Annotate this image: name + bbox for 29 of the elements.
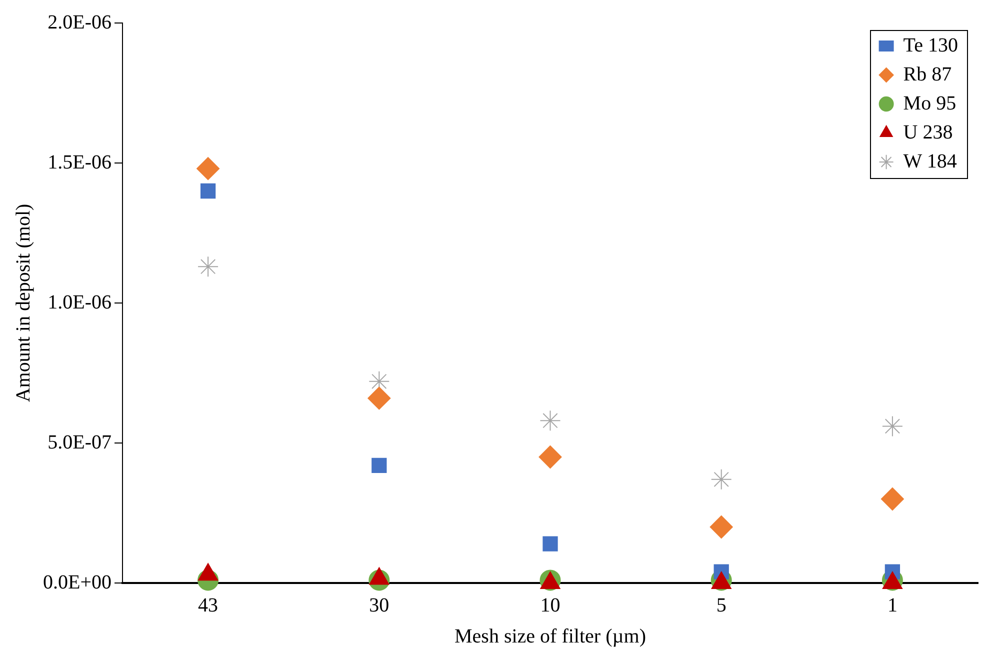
legend-label: U 238 [903,121,953,144]
legend-label: Mo 95 [903,92,956,114]
legend-label: W 184 [903,150,957,172]
point [196,157,220,180]
point [710,516,733,538]
legend-label: Rb 87 [903,63,952,86]
point [710,468,732,490]
y-axis-title: Amount in deposit (mol) [12,204,34,402]
x-tick-label: 5 [716,594,726,616]
point [200,183,216,199]
point [540,410,561,432]
legend-label: Te 130 [903,34,958,56]
y-tick-label: 0.0E+00 [42,571,112,594]
point [198,256,219,278]
x-tick-label: 10 [540,594,560,616]
y-tick-label: 1.5E-06 [48,151,112,174]
y-tick-label: 2.0E-06 [48,11,112,34]
point [880,488,904,510]
y-tick-label: 5.0E-07 [48,431,112,454]
x-tick-label: 1 [887,594,898,616]
point [538,446,562,468]
point [368,386,391,410]
x-tick-label: 30 [369,594,390,616]
y-tick-label: 1.0E-06 [48,291,112,314]
x-tick-label: 43 [198,594,218,616]
point [372,458,387,473]
x-axis-title: Mesh size of filter (µm) [454,625,646,648]
point [542,536,558,552]
point [882,416,903,437]
